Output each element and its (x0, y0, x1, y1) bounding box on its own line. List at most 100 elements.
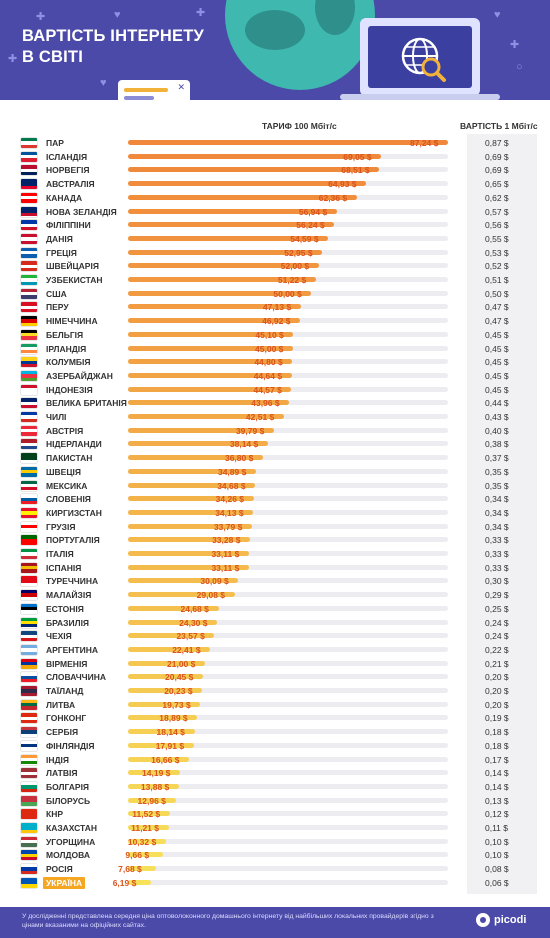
chart-row: ІНДОНЕЗІЯ 44,57 $ 0,45 $ (0, 383, 550, 397)
country-label: ФІНЛЯНДІЯ (46, 740, 95, 751)
chart-row: ЛИТВА 19,73 $ 0,20 $ (0, 698, 550, 712)
country-label: ШВЕЦІЯ (46, 466, 82, 477)
country-flag-icon (21, 740, 37, 751)
country-label: ІТАЛІЯ (46, 549, 74, 559)
tariff-value-label: 33,11 $ (211, 562, 240, 573)
tariff-value-label: 64,93 $ (328, 179, 357, 190)
heart-decoration-icon: ♥ (114, 9, 121, 21)
chart-row: ДАНІЯ 54,59 $ 0,55 $ (0, 232, 550, 246)
cost-value-label: 0,14 $ (485, 781, 509, 792)
chart-row: ВЕЛИКА БРИТАНІЯ 43,96 $ 0,44 $ (0, 396, 550, 410)
country-label: НОВА ЗЕЛАНДІЯ (46, 206, 117, 217)
country-label: ПЕРУ (46, 302, 69, 313)
tariff-bar (128, 427, 274, 433)
country-label: ЛИТВА (46, 699, 76, 710)
tariff-bar (128, 770, 181, 776)
tariff-value-label: 87,24 $ (410, 138, 439, 148)
tariff-bar (128, 263, 319, 269)
tariff-bar (128, 277, 316, 282)
chart-row: КНР 11,52 $ 0,12 $ (0, 807, 550, 821)
tariff-bar (128, 359, 293, 365)
country-flag-icon (21, 275, 37, 285)
country-label: БОЛГАРІЯ (46, 781, 90, 792)
country-flag-icon (21, 302, 37, 313)
bar-track (128, 482, 448, 488)
bar-track (128, 715, 448, 721)
country-label: БРАЗИЛІЯ (46, 617, 90, 628)
cost-value-label: 0,45 $ (485, 370, 509, 381)
bar-track (128, 660, 448, 666)
chart-row: ПОРТУГАЛІЯ 33,28 $ 0,33 $ (0, 533, 550, 547)
tariff-bar (128, 715, 198, 721)
country-flag-icon (21, 850, 37, 861)
tariff-value-label: 30,09 $ (200, 576, 229, 587)
chart-row: ЧЕХІЯ 23,57 $ 0,24 $ (0, 629, 550, 643)
country-flag-icon (21, 398, 37, 409)
chart-row: НОРВЕГІЯ 68,51 $ 0,69 $ (0, 163, 550, 177)
cost-value-label: 0,45 $ (485, 357, 509, 368)
tariff-bar (128, 551, 250, 556)
country-flag-icon (21, 535, 37, 546)
tariff-bar (128, 646, 211, 652)
tariff-value-label: 62,36 $ (318, 192, 348, 203)
cost-value-label: 0,30 $ (485, 576, 509, 587)
tariff-bar (128, 153, 382, 159)
tariff-value-label: 21,00 $ (167, 658, 196, 669)
chart-row: ШВЕЙЦАРІЯ 52,00 $ 0,52 $ (0, 259, 550, 273)
tariff-value-label: 45,00 $ (255, 343, 284, 354)
chart-row: БРАЗИЛІЯ 24,30 $ 0,24 $ (0, 616, 550, 630)
tariff-bar (128, 400, 290, 406)
cost-value-label: 0,20 $ (485, 686, 509, 696)
header-banner: ✚ ♥ ○ ✚ ♥ ✚ ♥ ✚ ○ ВАРТІСТЬ ІНТЕРНЕТУ В С… (0, 0, 550, 100)
bar-track (128, 879, 448, 885)
chart-row: ТАЇЛАНД 20,23 $ 0,20 $ (0, 684, 550, 698)
tariff-value-label: 52,95 $ (284, 247, 313, 258)
chart-row: ІТАЛІЯ 33,11 $ 0,33 $ (0, 547, 550, 561)
chart-row: МАЛАЙЗІЯ 29,08 $ 0,29 $ (0, 588, 550, 602)
chart-row: ІРЛАНДІЯ 45,00 $ 0,45 $ (0, 342, 550, 356)
laptop-base (340, 94, 500, 100)
cost-value-label: 0,47 $ (485, 302, 509, 313)
country-flag-icon (21, 165, 37, 176)
tariff-bar (128, 181, 367, 187)
country-flag-icon (21, 823, 37, 833)
bar-track (128, 509, 448, 515)
tariff-value-label: 44,57 $ (253, 384, 282, 395)
country-flag-icon (21, 233, 37, 244)
chart-row: США 50,00 $ 0,50 $ (0, 287, 550, 301)
tariff-value-label: 14,19 $ (142, 768, 171, 779)
chart-row: СЕРБІЯ 18,14 $ 0,18 $ (0, 725, 550, 739)
cost-value-label: 0,57 $ (485, 206, 509, 217)
cost-value-label: 0,34 $ (485, 507, 509, 518)
tariff-value-label: 46,92 $ (262, 316, 291, 327)
country-flag-icon (21, 686, 37, 696)
tariff-value-label: 39,79 $ (235, 425, 265, 436)
tariff-column-header: ТАРИФ 100 Мбіт/с (262, 121, 337, 131)
bar-track (128, 564, 448, 570)
country-flag-icon (21, 261, 37, 272)
tariff-bar (128, 674, 203, 680)
tariff-value-label: 6,19 $ (112, 877, 137, 888)
country-flag-icon (21, 617, 37, 628)
country-flag-icon (21, 247, 37, 258)
tariff-bar (128, 441, 268, 447)
cost-value-label: 0,47 $ (485, 316, 509, 327)
cost-value-label: 0,17 $ (485, 754, 509, 765)
tariff-value-label: 34,13 $ (215, 507, 244, 518)
country-label: ТУРЕЧЧИНА (46, 576, 99, 587)
tariff-bar (128, 523, 252, 529)
country-flag-icon (21, 329, 37, 340)
tariff-value-label: 33,79 $ (213, 521, 243, 532)
country-flag-icon (21, 494, 37, 505)
chart-row: ІНДІЯ 16,66 $ 0,17 $ (0, 753, 550, 767)
chart-row: ГРУЗІЯ 33,79 $ 0,34 $ (0, 520, 550, 534)
country-label: ІРЛАНДІЯ (46, 343, 87, 354)
bar-track (128, 756, 448, 762)
country-flag-icon (21, 549, 37, 559)
country-label: ШВЕЙЦАРІЯ (46, 261, 99, 272)
tariff-bar (128, 825, 170, 830)
bar-track (128, 619, 448, 625)
country-flag-icon (21, 864, 37, 875)
tariff-value-label: 69,05 $ (343, 151, 372, 162)
cost-value-label: 0,08 $ (485, 864, 509, 875)
